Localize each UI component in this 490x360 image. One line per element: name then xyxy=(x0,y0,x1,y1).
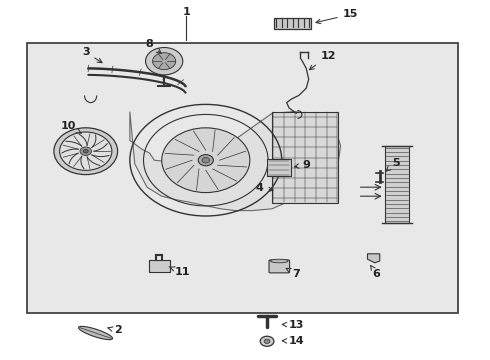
Text: 3: 3 xyxy=(82,47,102,63)
Circle shape xyxy=(60,132,112,170)
Ellipse shape xyxy=(270,259,288,263)
Text: 11: 11 xyxy=(169,267,190,277)
Circle shape xyxy=(202,157,210,163)
Polygon shape xyxy=(130,112,341,211)
FancyBboxPatch shape xyxy=(267,159,291,176)
Circle shape xyxy=(198,154,213,166)
Bar xyxy=(385,146,409,223)
Circle shape xyxy=(80,147,92,156)
Text: 2: 2 xyxy=(108,325,122,336)
Text: 10: 10 xyxy=(61,121,81,134)
Polygon shape xyxy=(78,327,113,339)
Circle shape xyxy=(152,53,176,70)
Bar xyxy=(27,43,458,313)
Circle shape xyxy=(264,339,270,343)
Text: 4: 4 xyxy=(256,183,273,193)
Text: 5: 5 xyxy=(386,158,400,171)
Circle shape xyxy=(146,48,183,75)
Text: 14: 14 xyxy=(282,336,304,346)
Text: 1: 1 xyxy=(182,6,190,17)
Bar xyxy=(274,18,311,29)
FancyBboxPatch shape xyxy=(149,260,170,272)
Bar xyxy=(272,112,338,203)
Text: 9: 9 xyxy=(294,160,310,170)
Polygon shape xyxy=(368,254,380,263)
FancyBboxPatch shape xyxy=(269,260,290,273)
Circle shape xyxy=(83,149,88,153)
Text: 12: 12 xyxy=(309,51,336,70)
Text: 6: 6 xyxy=(370,265,380,279)
Text: 15: 15 xyxy=(316,9,358,24)
Circle shape xyxy=(162,128,250,193)
Circle shape xyxy=(54,128,118,175)
Circle shape xyxy=(260,336,274,346)
Text: 8: 8 xyxy=(146,39,161,53)
Text: 7: 7 xyxy=(286,268,300,279)
Text: 13: 13 xyxy=(282,320,304,330)
